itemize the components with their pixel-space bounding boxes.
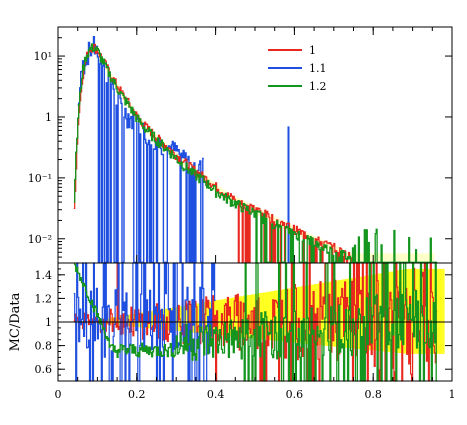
ratio-band-bin bbox=[306, 285, 311, 345]
legend-label-1.2: 1.2 bbox=[309, 80, 327, 93]
ratio-band-bin bbox=[298, 286, 303, 344]
legend-label-1: 1 bbox=[309, 44, 316, 57]
top-y-axis-ticks: 10⁻² 10⁻¹ 1 10¹ bbox=[28, 37, 452, 264]
ratio-band-bin bbox=[286, 288, 291, 343]
ratio-band-bin bbox=[109, 317, 114, 325]
ratio-y-tick-label: 0.8 bbox=[35, 340, 53, 353]
top-panel: 10⁻² 10⁻¹ 1 10¹ 1 1.1 1.2 bbox=[28, 26, 453, 264]
ratio-band-bin bbox=[274, 290, 280, 341]
ratio-band-bin bbox=[377, 273, 382, 352]
ratio-y-tick-label: 1 bbox=[45, 316, 52, 329]
series-1.1-line bbox=[77, 36, 204, 263]
ratio-band-bin bbox=[231, 297, 236, 337]
ratio-panel: 0.6 0.8 1 1.2 1.4 MC/Data bbox=[8, 262, 453, 382]
ratio-band-bin bbox=[203, 302, 209, 334]
ratio-y-tick-label: 1.2 bbox=[35, 292, 53, 305]
ratio-y-axis-label: MC/Data bbox=[8, 292, 23, 351]
ratio-y-tick-label: 1.4 bbox=[35, 269, 53, 282]
ratio-band-bin bbox=[266, 291, 272, 341]
ratio-band-bin bbox=[436, 268, 441, 354]
ratio-y-tick-label: 0.6 bbox=[35, 363, 53, 376]
ratio-band-bin bbox=[345, 278, 351, 348]
legend: 1 1.1 1.2 bbox=[268, 44, 327, 93]
ratio-band-bin bbox=[223, 298, 228, 336]
ratio-band-bin bbox=[184, 305, 189, 332]
ratio-band-bin bbox=[412, 268, 418, 354]
top-y-tick-label: 10⁻¹ bbox=[28, 172, 52, 185]
ratio-series-1.2-line bbox=[73, 262, 438, 382]
ratio-band-bin bbox=[195, 303, 201, 334]
top-y-tick-label: 1 bbox=[45, 111, 52, 124]
ratio-band-bin bbox=[373, 274, 378, 351]
x-tick-label: 0.6 bbox=[286, 388, 304, 401]
ratio-band-bin bbox=[235, 296, 240, 338]
ratio-band-bin bbox=[282, 289, 288, 342]
ratio-band-bin bbox=[388, 271, 394, 353]
ratio-band-bin bbox=[321, 282, 327, 346]
x-tick-label: 1 bbox=[449, 388, 456, 401]
x-tick-label: 0.2 bbox=[128, 388, 146, 401]
ratio-band-bin bbox=[124, 315, 130, 327]
ratio-band-bin bbox=[440, 268, 445, 354]
x-tick-label: 0.4 bbox=[207, 388, 225, 401]
ratio-band-bin bbox=[227, 298, 232, 337]
ratio-band-bin bbox=[392, 270, 398, 353]
series-1.2-line bbox=[73, 43, 438, 263]
ratio-band-bin bbox=[188, 304, 193, 333]
x-tick-label: 0.8 bbox=[364, 388, 382, 401]
top-panel-series bbox=[73, 36, 438, 263]
x-axis-ticks: 0 0.2 0.4 0.6 0.8 1 bbox=[55, 27, 456, 401]
x-tick-label: 0 bbox=[55, 388, 62, 401]
top-y-tick-label: 10⁻² bbox=[28, 233, 52, 246]
legend-label-1.1: 1.1 bbox=[309, 62, 327, 75]
ratio-y-axis-ticks: 0.6 0.8 1 1.2 1.4 bbox=[35, 268, 452, 376]
ratio-band-bin bbox=[117, 316, 122, 326]
top-y-tick-label: 10¹ bbox=[34, 50, 52, 63]
ratio-band-bin bbox=[132, 313, 138, 327]
